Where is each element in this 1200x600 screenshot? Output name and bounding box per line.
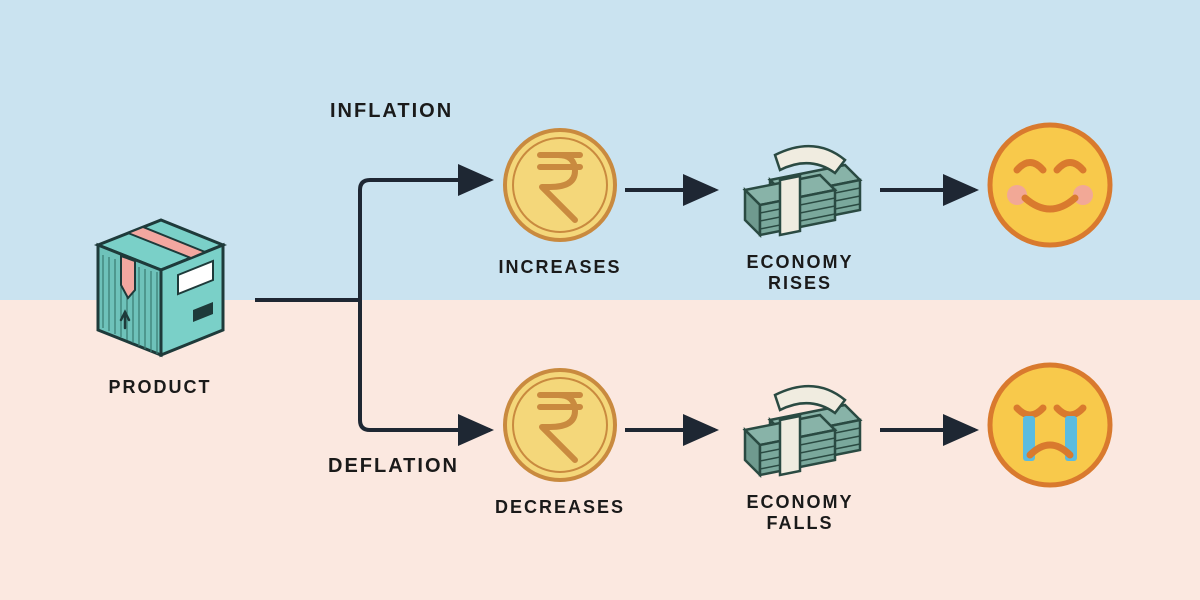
- money-rises-node: ECONOMY RISES: [720, 125, 880, 294]
- economy-falls-label: ECONOMY FALLS: [720, 492, 880, 534]
- coin-decreases-node: DECREASES: [495, 365, 625, 518]
- sad-face-node: [985, 360, 1115, 490]
- money-stack-icon: [725, 365, 875, 480]
- money-stack-icon: [725, 125, 875, 240]
- economy-rises-label: ECONOMY RISES: [720, 252, 880, 294]
- happy-face-node: [985, 120, 1115, 250]
- deflation-label: DEFLATION: [328, 455, 459, 478]
- happy-face-icon: [985, 120, 1115, 250]
- increases-label: INCREASES: [498, 257, 621, 278]
- inflation-label: INFLATION: [330, 100, 453, 123]
- rupee-coin-icon: [500, 365, 620, 485]
- coin-increases-node: INCREASES: [495, 125, 625, 278]
- rupee-coin-icon: [500, 125, 620, 245]
- product-label: PRODUCT: [109, 377, 212, 398]
- decreases-label: DECREASES: [495, 497, 625, 518]
- box-icon: [73, 190, 248, 365]
- product-node: PRODUCT: [70, 190, 250, 398]
- sad-face-icon: [985, 360, 1115, 490]
- money-falls-node: ECONOMY FALLS: [720, 365, 880, 534]
